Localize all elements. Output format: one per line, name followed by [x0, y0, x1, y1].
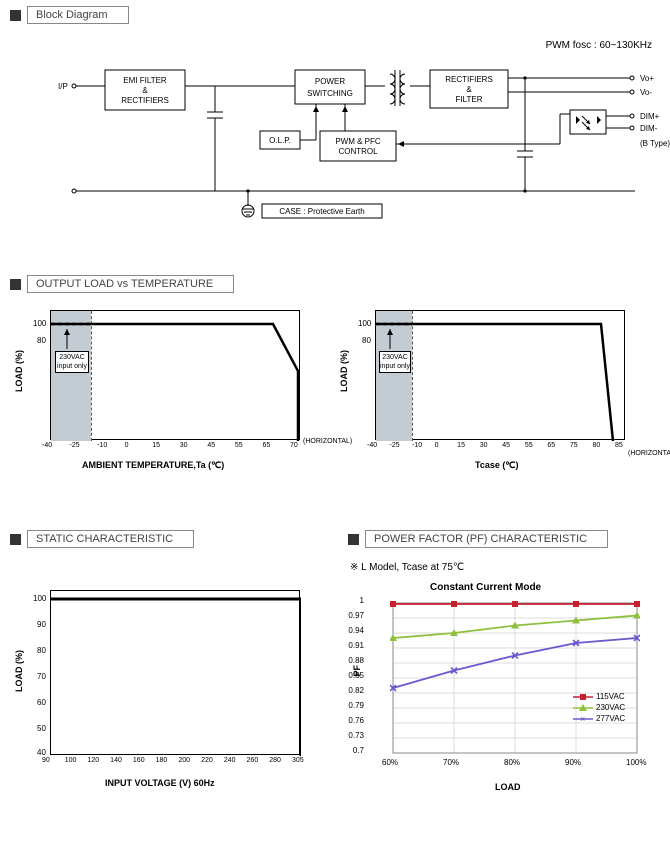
chart-load-ambient: 230VACinput only 100 80: [50, 310, 300, 440]
svg-text:RECTIFIERS: RECTIFIERS: [121, 96, 169, 105]
svg-text:Vo+: Vo+: [640, 74, 654, 83]
svg-text:×: ×: [580, 715, 585, 723]
svg-text:CASE : Protective Earth: CASE : Protective Earth: [279, 207, 364, 216]
section-title: Block Diagram: [27, 6, 129, 24]
svg-text:POWER: POWER: [315, 77, 345, 86]
svg-text:&: &: [142, 86, 148, 95]
section-header-block-diagram: Block Diagram: [10, 6, 129, 24]
square-icon: [10, 279, 21, 290]
svg-text:(B Type): (B Type): [640, 139, 670, 148]
svg-text:Vo-: Vo-: [640, 88, 652, 97]
chart-load-tcase: 230VACinput only 100 80: [375, 310, 625, 440]
section-header-pf: POWER FACTOR (PF) CHARACTERISTIC: [348, 530, 608, 548]
horiz-label: (HORIZONTAL): [303, 438, 352, 445]
svg-text:O.L.P.: O.L.P.: [269, 136, 291, 145]
square-icon: [10, 534, 21, 545]
shade-note: 230VACinput only: [55, 351, 89, 373]
square-icon: [10, 10, 21, 21]
ylabel: LOAD (%): [14, 350, 24, 392]
square-icon: [348, 534, 359, 545]
pf-note: ※ L Model, Tcase at 75℃: [350, 562, 464, 573]
svg-text:RECTIFIERS: RECTIFIERS: [445, 75, 493, 84]
svg-text:FILTER: FILTER: [456, 95, 483, 104]
pwm-note: PWM fosc : 60~130KHz: [546, 40, 652, 51]
svg-text:EMI FILTER: EMI FILTER: [123, 76, 167, 85]
section-header-static: STATIC CHARACTERISTIC: [10, 530, 194, 548]
xlabel: AMBIENT TEMPERATURE,Ta (℃): [82, 460, 224, 471]
svg-text:SWITCHING: SWITCHING: [307, 89, 353, 98]
chart-pf: [390, 600, 640, 755]
svg-text:CONTROL: CONTROL: [338, 147, 378, 156]
svg-text:DIM-: DIM-: [640, 124, 658, 133]
section-header-load-temp: OUTPUT LOAD vs TEMPERATURE: [10, 275, 234, 293]
ip-label: I/P: [58, 82, 68, 91]
section-title: OUTPUT LOAD vs TEMPERATURE: [27, 275, 234, 293]
svg-text:DIM+: DIM+: [640, 112, 660, 121]
svg-text:PWM & PFC: PWM & PFC: [335, 137, 381, 146]
pf-subtitle: Constant Current Mode: [430, 582, 541, 593]
block-diagram-svg: .bx{fill:#fff;stroke:#000;stroke-width:1…: [0, 56, 670, 246]
pf-legend: 115VAC 230VAC ×277VAC: [573, 690, 625, 725]
svg-text:&: &: [466, 85, 472, 94]
chart-static: 100 90 80 70 60 50 40: [50, 590, 300, 755]
